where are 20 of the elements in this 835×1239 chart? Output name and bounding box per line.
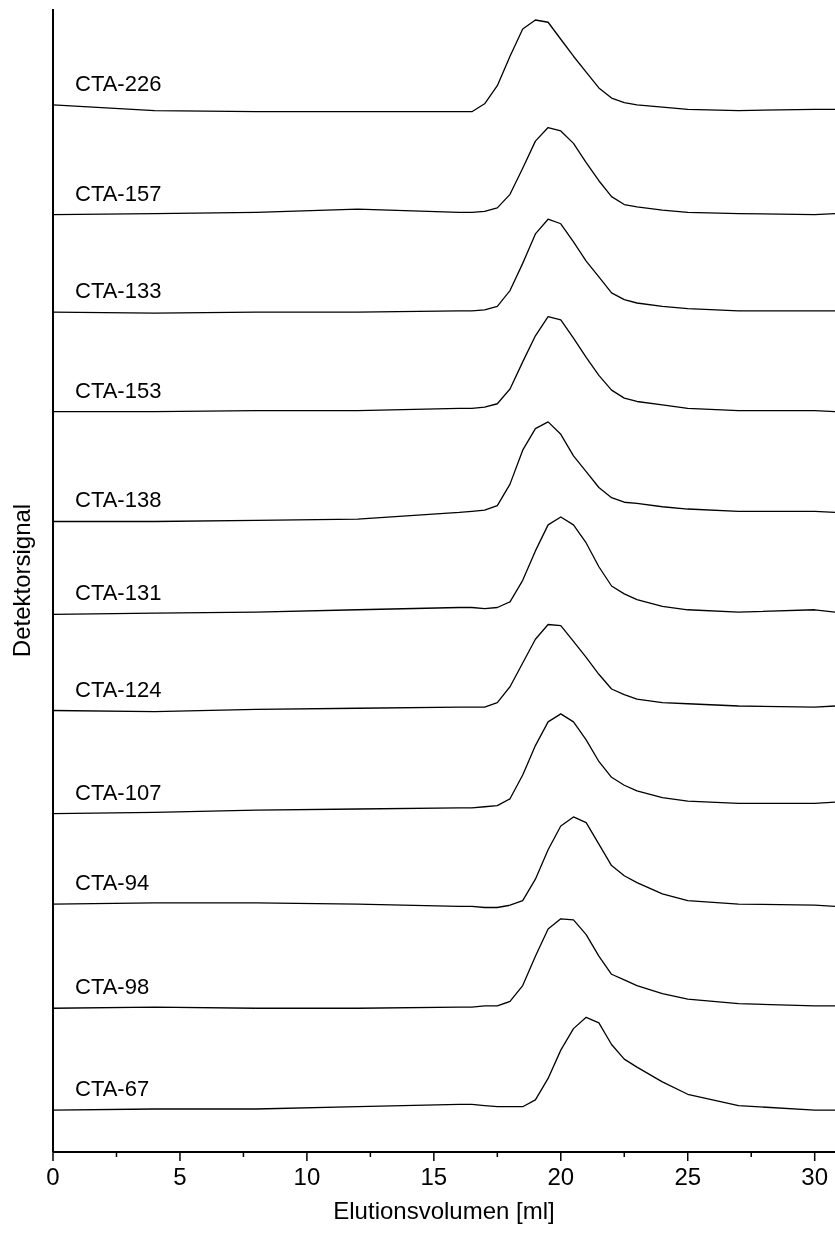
y-axis-title: Detektorsignal	[8, 503, 35, 658]
series-label: CTA-131	[75, 580, 162, 606]
series-label: CTA-157	[75, 180, 162, 206]
series-label: CTA-98	[75, 974, 150, 1000]
x-tick-label: 10	[293, 1163, 321, 1190]
series-label: CTA-107	[75, 779, 162, 805]
x-tick-label: 15	[420, 1163, 448, 1190]
series-label: CTA-133	[75, 278, 162, 304]
x-tick-label: 25	[674, 1163, 702, 1190]
series-label: CTA-67	[75, 1076, 150, 1102]
series-label: CTA-226	[75, 70, 162, 96]
series-label: CTA-94	[75, 870, 150, 896]
x-tick-label: 30	[801, 1163, 829, 1190]
series-label: CTA-124	[75, 676, 162, 702]
series-label: CTA-153	[75, 377, 162, 403]
x-tick-label: 5	[173, 1163, 187, 1190]
series-label: CTA-138	[75, 487, 162, 513]
x-tick-label: 0	[46, 1163, 60, 1190]
x-tick-label: 20	[547, 1163, 575, 1190]
x-axis-title: Elutionsvolumen [ml]	[333, 1197, 555, 1224]
